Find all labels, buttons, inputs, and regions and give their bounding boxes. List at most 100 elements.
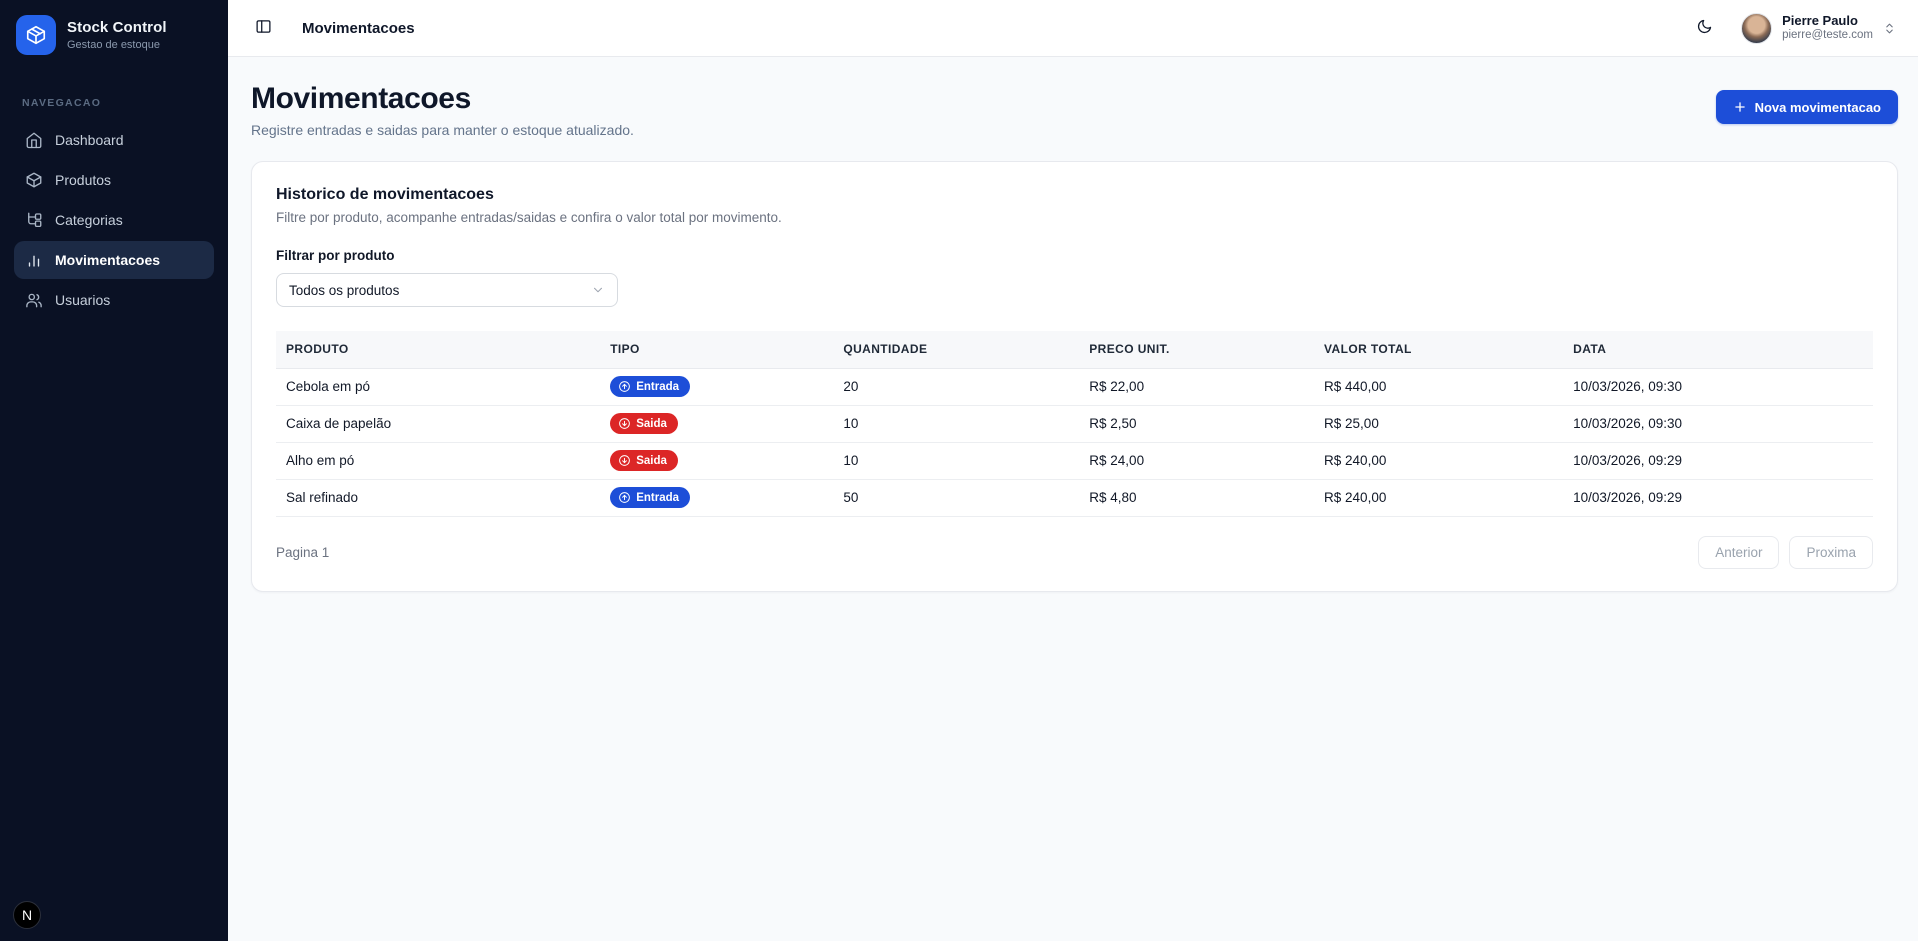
movements-table: PRODUTO TIPO QUANTIDADE PRECO UNIT. VALO…	[276, 331, 1873, 517]
sidebar-item-label: Categorias	[55, 212, 123, 228]
package-icon	[25, 171, 43, 189]
new-movement-button[interactable]: Nova movimentacao	[1715, 90, 1898, 124]
app-tagline: Gestao de estoque	[67, 39, 160, 51]
sidebar-item-usuarios[interactable]: Usuarios	[14, 281, 214, 319]
table-row: Sal refinado Entrada 50 R$ 4,80 R$ 240	[276, 479, 1873, 517]
cell-tipo: Saida	[600, 405, 834, 443]
table-row: Cebola em pó Entrada 20 R$ 22,00 R$ 44	[276, 368, 1873, 406]
plus-icon	[1733, 100, 1747, 114]
topbar: Movimentacoes Pierre Paulo pierre@teste.…	[228, 0, 1918, 57]
status-badge: Saida	[610, 450, 678, 471]
pagination-controls: Anterior Proxima	[1698, 535, 1873, 569]
page-indicator: Pagina 1	[276, 544, 330, 560]
card-title: Historico de movimentacoes	[276, 186, 494, 203]
cell-tipo: Entrada	[600, 479, 834, 517]
column-header: DATA	[1563, 331, 1873, 369]
user-avatar	[1741, 12, 1773, 44]
nextjs-dev-badge[interactable]: N	[13, 901, 41, 929]
column-header: VALOR TOTAL	[1314, 331, 1564, 369]
table-footer: Pagina 1 Anterior Proxima	[276, 535, 1873, 569]
cell-tipo: Saida	[600, 442, 834, 480]
cell-valor-total: R$ 240,00	[1314, 442, 1564, 480]
main-column: Movimentacoes Pierre Paulo pierre@teste.…	[228, 0, 1918, 941]
table-row: Alho em pó Saida 10 R$ 24,00 R$ 240,00	[276, 442, 1873, 480]
status-badge: Entrada	[610, 376, 691, 397]
page-header: Movimentacoes Registre entradas e saidas…	[251, 82, 1898, 138]
cell-preco-unit: R$ 24,00	[1079, 442, 1315, 480]
page-subtitle: Registre entradas e saidas para manter o…	[251, 122, 634, 138]
brand-text: Stock Control Gestao de estoque	[67, 19, 167, 51]
topbar-title: Movimentacoes	[302, 19, 415, 37]
circle-arrow-down-icon	[618, 454, 631, 467]
cell-data: 10/03/2026, 09:30	[1563, 368, 1873, 406]
badge-label: Saida	[636, 417, 667, 430]
page-header-text: Movimentacoes Registre entradas e saidas…	[251, 82, 634, 138]
column-header: PRECO UNIT.	[1079, 331, 1315, 369]
cell-preco-unit: R$ 22,00	[1079, 368, 1315, 406]
cell-preco-unit: R$ 4,80	[1079, 479, 1315, 517]
cell-quantidade: 20	[833, 368, 1080, 406]
nav-section-label: NAVEGACAO	[22, 97, 102, 109]
brand: Stock Control Gestao de estoque	[14, 15, 214, 55]
sidebar-item-produtos[interactable]: Produtos	[14, 161, 214, 199]
column-header: PRODUTO	[276, 331, 601, 369]
circle-arrow-down-icon	[618, 417, 631, 430]
sidebar-item-label: Usuarios	[55, 292, 111, 308]
previous-page-button[interactable]: Anterior	[1698, 535, 1780, 569]
product-filter-select[interactable]: Todos os produtos	[276, 273, 618, 307]
cell-quantidade: 10	[833, 442, 1080, 480]
panel-left-icon	[255, 18, 272, 38]
user-menu[interactable]: Pierre Paulo pierre@teste.com	[1741, 12, 1896, 44]
app-name: Stock Control	[67, 19, 167, 36]
movements-card: Historico de movimentacoes Filtre por pr…	[251, 161, 1898, 592]
user-name: Pierre Paulo	[1782, 12, 1858, 28]
sidebar-item-movimentacoes[interactable]: Movimentacoes	[14, 241, 214, 279]
sidebar-item-label: Dashboard	[55, 132, 124, 148]
bar-chart-icon	[25, 251, 43, 269]
sidebar-item-label: Produtos	[55, 172, 112, 188]
badge-label: Entrada	[636, 380, 680, 393]
cell-produto: Cebola em pó	[276, 368, 601, 406]
card-subtitle: Filtre por produto, acompanhe entradas/s…	[276, 210, 782, 225]
sidebar-toggle-button[interactable]	[253, 16, 274, 40]
filter-label: Filtrar por produto	[276, 248, 395, 263]
product-filter-value: Todos os produtos	[289, 282, 400, 298]
cell-produto: Caixa de papelão	[276, 405, 601, 443]
category-tree-icon	[25, 211, 43, 229]
users-icon	[25, 291, 43, 309]
dark-mode-toggle-button[interactable]	[1694, 16, 1715, 40]
table-header-row: PRODUTO TIPO QUANTIDADE PRECO UNIT. VALO…	[276, 331, 1873, 369]
badge-label: Entrada	[636, 491, 680, 504]
cell-preco-unit: R$ 2,50	[1079, 405, 1315, 443]
page-title: Movimentacoes	[251, 82, 471, 115]
column-header: QUANTIDADE	[833, 331, 1080, 369]
new-movement-button-label: Nova movimentacao	[1754, 99, 1881, 115]
circle-arrow-up-icon	[618, 380, 631, 393]
user-email: pierre@teste.com	[1782, 28, 1873, 41]
cell-tipo: Entrada	[600, 368, 834, 406]
column-header: TIPO	[600, 331, 834, 369]
sidebar-item-categorias[interactable]: Categorias	[14, 201, 214, 239]
page-content: Movimentacoes Registre entradas e saidas…	[228, 57, 1918, 941]
topbar-right: Pierre Paulo pierre@teste.com	[1694, 12, 1896, 44]
sidebar-nav: Dashboard Produtos Categorias Movimentac…	[14, 121, 214, 319]
cell-valor-total: R$ 240,00	[1314, 479, 1564, 517]
sidebar: Stock Control Gestao de estoque NAVEGACA…	[0, 0, 228, 941]
sidebar-item-label: Movimentacoes	[55, 252, 161, 268]
circle-arrow-up-icon	[618, 491, 631, 504]
status-badge: Entrada	[610, 487, 691, 508]
chevron-down-icon	[591, 283, 605, 297]
chevrons-up-down-icon	[1883, 22, 1896, 35]
cell-quantidade: 50	[833, 479, 1080, 517]
next-page-button[interactable]: Proxima	[1789, 535, 1873, 569]
cell-valor-total: R$ 440,00	[1314, 368, 1564, 406]
cell-produto: Sal refinado	[276, 479, 601, 517]
cell-valor-total: R$ 25,00	[1314, 405, 1564, 443]
status-badge: Saida	[610, 413, 678, 434]
cell-produto: Alho em pó	[276, 442, 601, 480]
cell-data: 10/03/2026, 09:29	[1563, 442, 1873, 480]
package-icon	[16, 15, 56, 55]
sidebar-item-dashboard[interactable]: Dashboard	[14, 121, 214, 159]
home-icon	[25, 131, 43, 149]
